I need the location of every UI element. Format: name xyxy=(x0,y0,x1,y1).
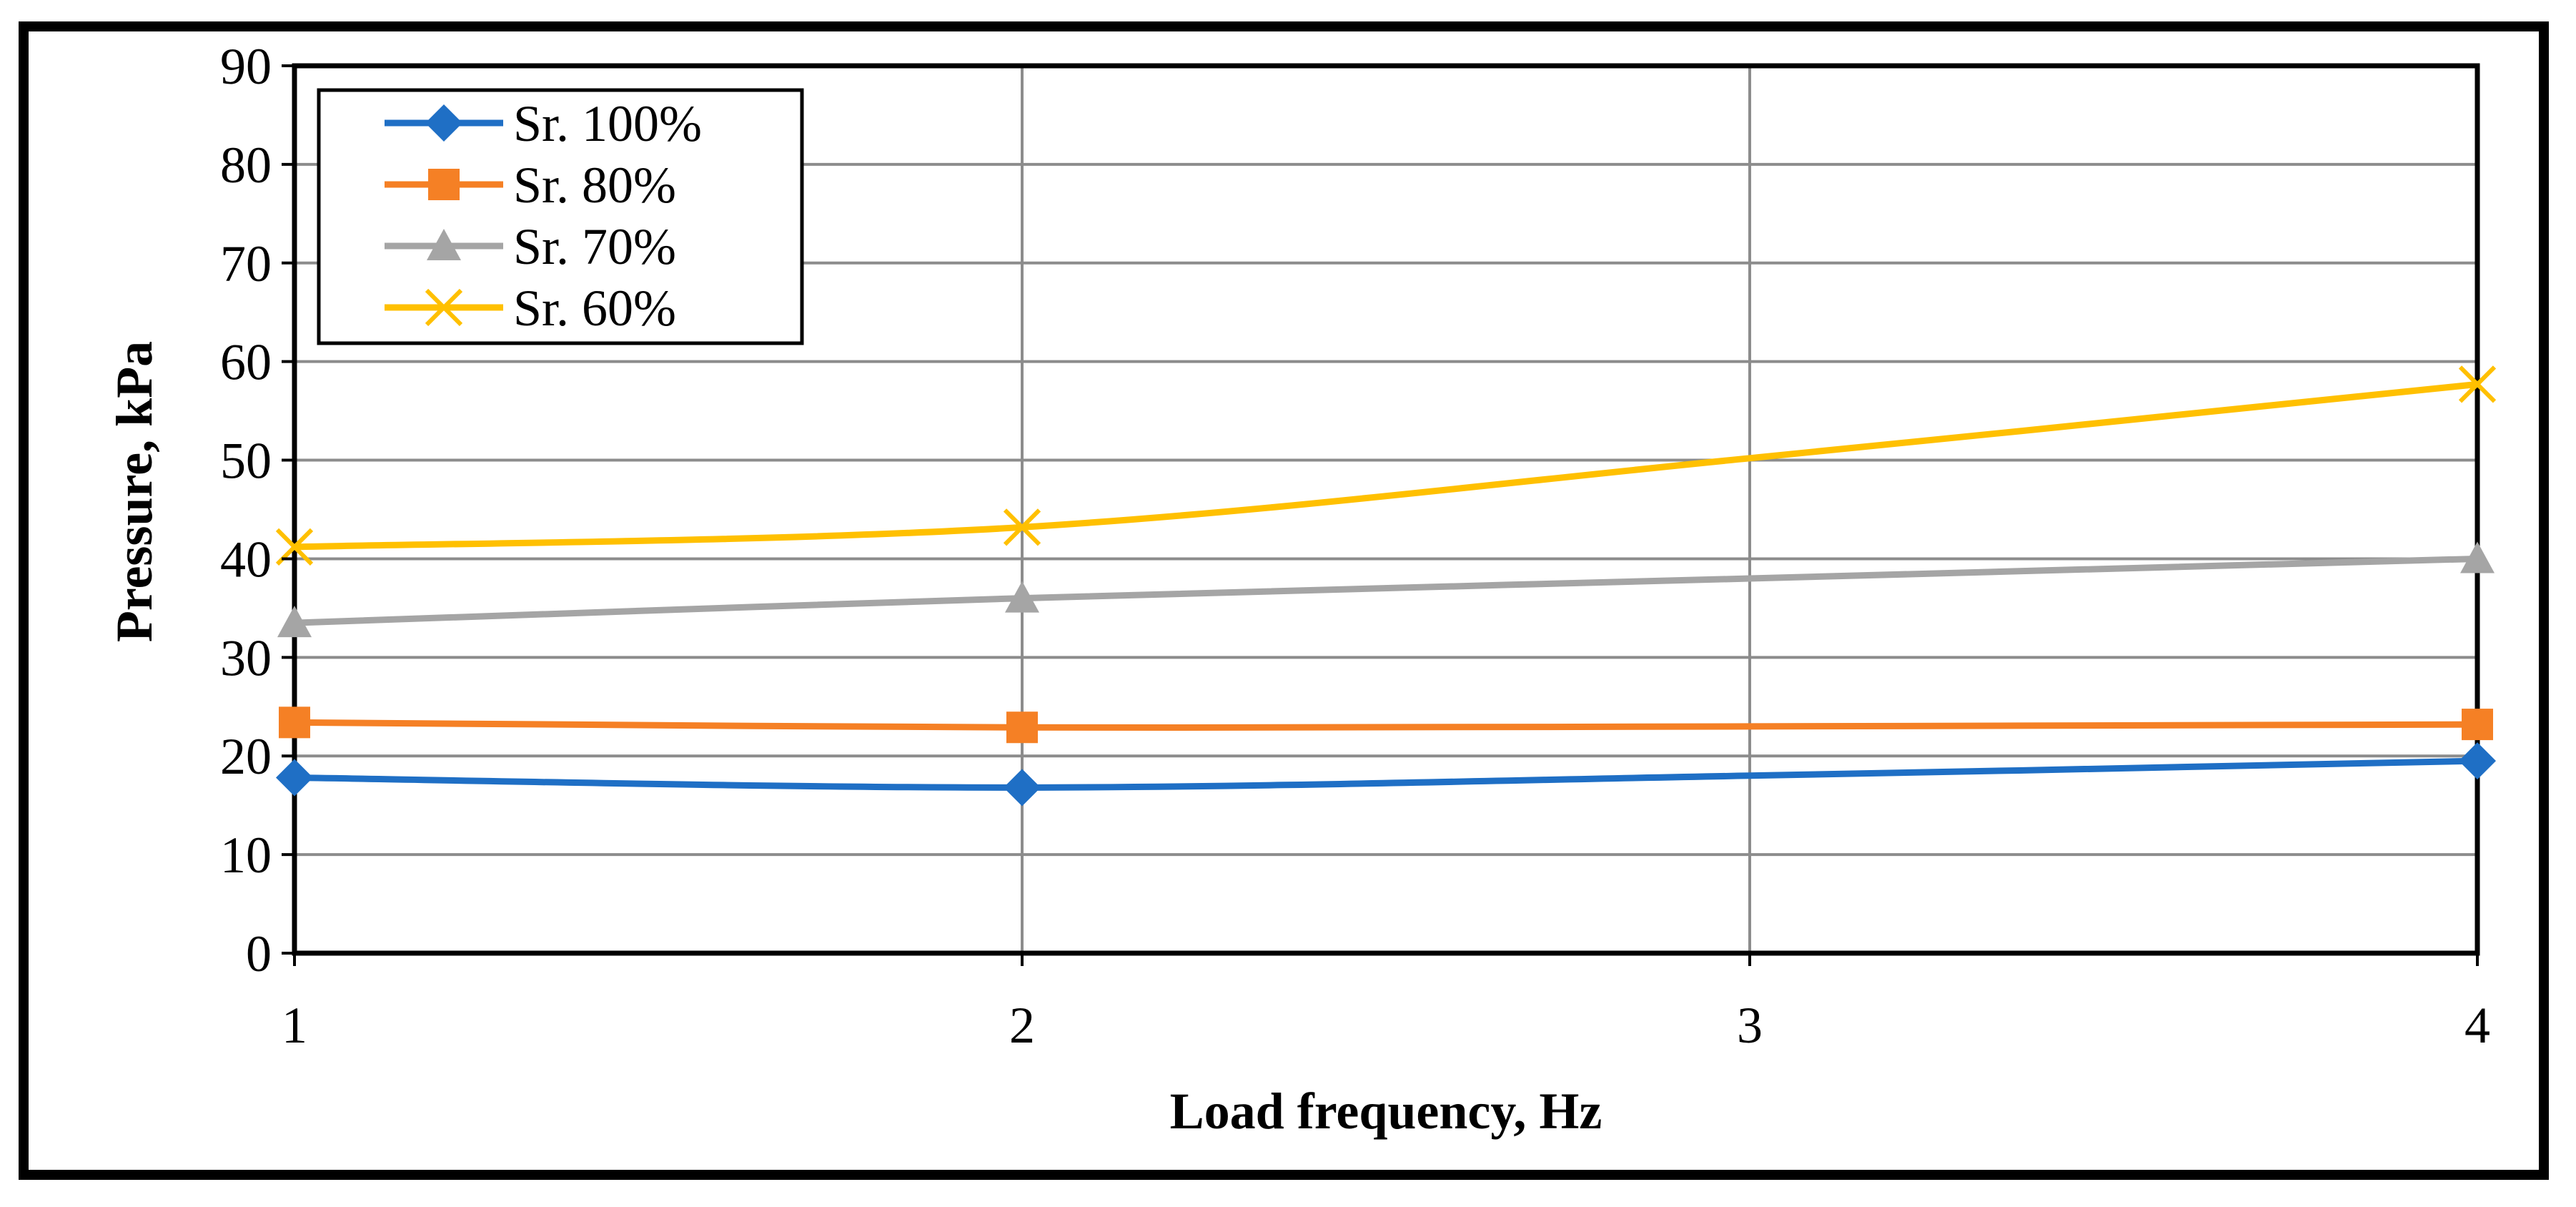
legend-label: Sr. 80% xyxy=(513,157,676,214)
y-tick-label: 30 xyxy=(220,629,272,686)
data-point-square xyxy=(1006,711,1038,744)
series-4 xyxy=(275,365,2497,566)
data-point-diamond xyxy=(276,759,313,797)
series-line xyxy=(291,719,2481,731)
plot-area-border xyxy=(292,63,2480,956)
y-tick-label: 20 xyxy=(220,728,272,785)
series-3 xyxy=(277,541,2495,638)
data-point-square xyxy=(2462,709,2493,741)
legend-item: Sr. 100% xyxy=(385,95,702,152)
y-tick-label: 40 xyxy=(220,531,272,588)
y-tick-label: 90 xyxy=(220,38,272,95)
y-tick-label: 70 xyxy=(220,235,272,292)
series-layer xyxy=(275,365,2497,807)
data-point-triangle xyxy=(1005,581,1039,613)
data-point-diamond xyxy=(425,104,462,142)
data-point-triangle xyxy=(2460,541,2495,573)
data-point-square xyxy=(279,706,310,739)
y-tick-label: 0 xyxy=(246,925,272,982)
data-point-diamond xyxy=(1004,769,1041,807)
legend-label: Sr. 60% xyxy=(513,280,676,337)
x-tick-label: 2 xyxy=(1009,997,1035,1054)
series-line xyxy=(291,380,2481,551)
x-marker-stroke xyxy=(2458,365,2497,403)
legend-label: Sr. 100% xyxy=(513,95,702,152)
data-point-triangle xyxy=(277,606,312,638)
legend-item: Sr. 60% xyxy=(385,280,676,337)
series-line xyxy=(291,757,2481,791)
data-point-triangle xyxy=(427,229,461,260)
x-tick-label: 4 xyxy=(2464,997,2490,1054)
y-axis-title: Pressure, kPa xyxy=(106,341,163,642)
series-2 xyxy=(279,706,2493,744)
x-tick-label: 1 xyxy=(282,997,307,1054)
x-tick-label: 3 xyxy=(1737,997,1763,1054)
legend-item: Sr. 80% xyxy=(385,157,676,214)
x-marker-stroke xyxy=(1003,508,1041,546)
y-tick-label: 50 xyxy=(220,433,272,490)
x-axis-title: Load frequency, Hz xyxy=(1170,1083,1602,1140)
y-tick-label: 60 xyxy=(220,334,272,391)
data-point-x xyxy=(1003,508,1041,546)
legend-label: Sr. 70% xyxy=(513,218,676,275)
data-point-diamond xyxy=(2459,742,2496,780)
data-point-square xyxy=(428,169,460,200)
x-marker-stroke xyxy=(425,288,463,327)
series-line xyxy=(291,555,2481,626)
legend-item: Sr. 70% xyxy=(385,218,676,275)
y-tick-label: 80 xyxy=(220,137,272,194)
legend: Sr. 100%Sr. 80%Sr. 70%Sr. 60% xyxy=(317,88,804,345)
tick-labels: 0 10 20 30 40 50 60 70 80 90 1 2 3 4 xyxy=(220,38,2490,1054)
series-1 xyxy=(276,742,2496,807)
y-tick-label: 10 xyxy=(220,827,272,884)
data-point-x xyxy=(2458,365,2497,403)
data-point-x xyxy=(425,288,463,327)
legend-box xyxy=(317,88,804,345)
